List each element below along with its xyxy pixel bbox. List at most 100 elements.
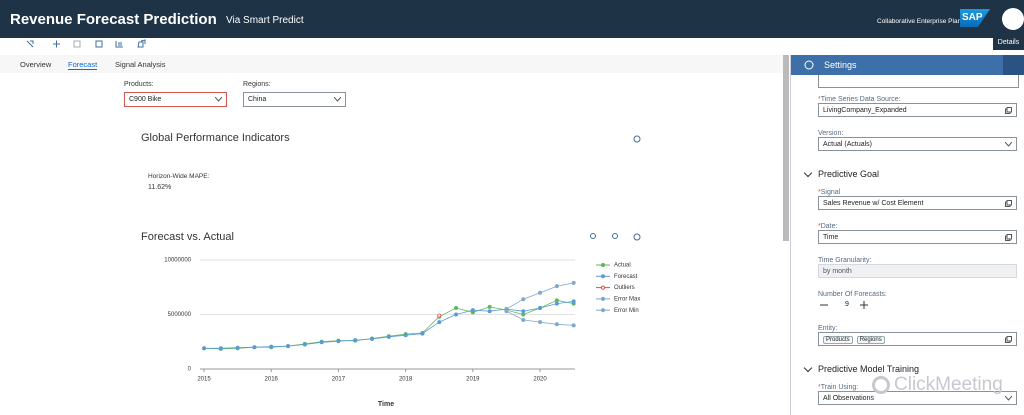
legend-marker: [600, 296, 606, 301]
field-label: Number Of Forecasts:: [818, 291, 887, 298]
data-point: [302, 342, 307, 347]
x-tick-label: 2020: [533, 377, 547, 383]
tab[interactable]: Overview: [20, 60, 52, 69]
settings-panel: Settings *Time Series Data Source: Living…: [790, 55, 1024, 415]
value-help-icon[interactable]: [1005, 336, 1012, 343]
settings-icon[interactable]: [633, 233, 641, 241]
label-text: Number Of Forecasts:: [818, 291, 887, 298]
data-point: [521, 309, 526, 314]
filter-select[interactable]: C900 Bike: [124, 92, 227, 107]
data-point: [554, 301, 559, 306]
legend-marker: [600, 262, 606, 268]
data-point: [252, 345, 257, 350]
x-tick-label: 2015: [197, 377, 211, 383]
tool-icon[interactable]: [115, 41, 123, 48]
chevron[interactable]: [803, 168, 813, 178]
chart-title: Forecast vs. Actual: [141, 231, 234, 243]
app-title: Revenue Forecast Prediction: [10, 11, 217, 28]
data-point: [554, 298, 559, 303]
field-label: *Signal: [818, 189, 840, 196]
tool-icon[interactable]: [137, 39, 146, 48]
legend-item: Actual: [596, 263, 631, 269]
field-input[interactable]: Products Regions: [818, 332, 1017, 346]
kpi-value: 11.62%: [148, 184, 172, 191]
required-mark: *: [818, 96, 821, 103]
data-point: [554, 322, 559, 327]
data-point: [571, 299, 576, 304]
legend-label: Error Max: [614, 296, 640, 302]
filter-value: C900 Bike: [129, 96, 162, 103]
field-input[interactable]: LivingCompany_Expanded: [818, 103, 1017, 117]
details-button[interactable]: Details: [993, 36, 1024, 50]
label-text: Date:: [820, 223, 838, 230]
series-line: [204, 301, 574, 349]
app-name: Collaborative Enterprise Planning: [877, 18, 974, 25]
field-input[interactable]: 9: [818, 298, 878, 312]
data-point: [286, 344, 291, 349]
shell-header: Revenue Forecast Prediction Via Smart Pr…: [0, 0, 1024, 38]
tab[interactable]: Signal Analysis: [115, 60, 166, 69]
label-text: Time Series Data Source:: [820, 96, 901, 103]
data-point: [487, 309, 492, 314]
data-point: [571, 280, 576, 285]
tool-icon[interactable]: [26, 40, 34, 48]
zoom-out-icon[interactable]: [612, 233, 618, 239]
data-point: [437, 313, 442, 318]
settings-icon[interactable]: [633, 135, 641, 143]
settings-title: Settings: [824, 60, 857, 70]
data-point: [269, 344, 274, 349]
token[interactable]: Products: [823, 336, 853, 344]
x-axis-title: Time: [378, 401, 394, 408]
value-help-icon[interactable]: [1005, 234, 1012, 241]
kpi-title: Global Performance Indicators: [141, 132, 290, 144]
x-tick-label: 2017: [332, 377, 346, 383]
filter-select[interactable]: China: [243, 92, 346, 107]
tool-icon[interactable]: [95, 40, 103, 48]
token[interactable]: Regions: [856, 336, 885, 344]
data-point: [538, 290, 543, 295]
chevron: [334, 97, 341, 102]
field-input[interactable]: Sales Revenue w/ Cost Element: [818, 196, 1017, 210]
tab[interactable]: Forecast: [68, 60, 98, 70]
label-text: Time Granularity:: [818, 257, 872, 264]
legend-item: Outliers: [596, 285, 635, 291]
tab-bar: [0, 55, 786, 73]
increment[interactable]: [860, 301, 868, 309]
required-mark: *: [818, 223, 821, 230]
scrollbar[interactable]: [783, 55, 789, 241]
zoom-in-icon[interactable]: [590, 233, 596, 239]
value-help-icon[interactable]: [1005, 200, 1012, 207]
input[interactable]: [818, 75, 1019, 88]
data-point: [521, 317, 526, 322]
chart-toolbar: [590, 135, 641, 241]
data-point: [235, 345, 240, 350]
add-icon[interactable]: [53, 40, 60, 48]
legend-label: Actual: [614, 263, 631, 269]
field-input[interactable]: Actual (Actuals): [818, 137, 1017, 151]
data-point: [571, 323, 576, 328]
watermark-logo: [872, 376, 890, 394]
data-point: [202, 346, 207, 351]
field-input[interactable]: All Observations: [818, 391, 1017, 405]
y-tick-label: 10000000: [164, 258, 191, 264]
value-help-icon[interactable]: [1005, 107, 1012, 114]
label-text: Version:: [818, 130, 844, 137]
data-point: [454, 312, 459, 317]
chevron[interactable]: [803, 363, 813, 373]
field-value: All Observations: [823, 395, 874, 402]
panel-button[interactable]: [1003, 55, 1024, 75]
tool-icon[interactable]: [73, 40, 81, 48]
sap-logo: SAP: [960, 9, 990, 27]
avatar[interactable]: [1002, 8, 1024, 30]
x-tick-label: 2019: [466, 377, 480, 383]
legend-marker: [600, 308, 606, 313]
label-text: Entity:: [818, 325, 838, 332]
y-tick-label: 5000000: [168, 312, 192, 318]
field-input[interactable]: Time: [818, 230, 1017, 244]
label-text: Signal: [820, 189, 841, 196]
legend-marker: [600, 285, 606, 290]
legend-item: Forecast: [596, 274, 638, 280]
field-label: Version:: [818, 130, 843, 137]
decrement[interactable]: [820, 301, 828, 309]
chevron: [215, 97, 222, 102]
